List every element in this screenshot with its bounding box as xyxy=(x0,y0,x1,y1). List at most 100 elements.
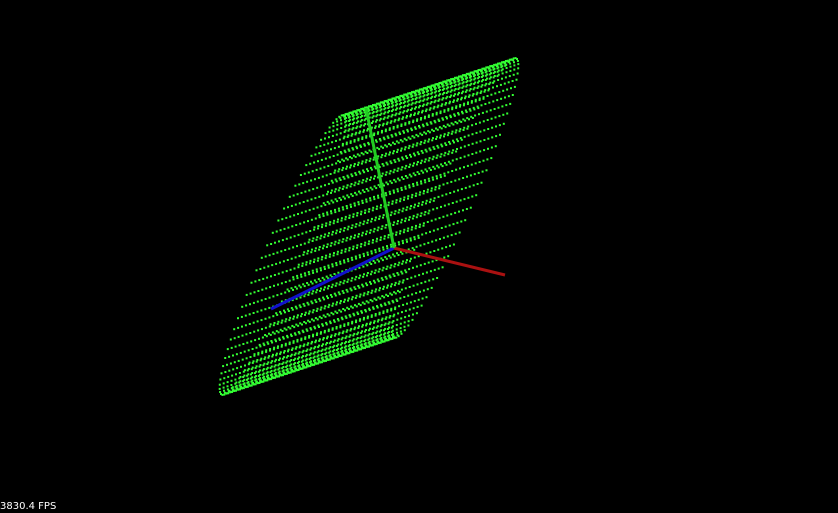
cloud-point xyxy=(361,202,364,204)
cloud-point xyxy=(354,288,357,290)
cloud-point xyxy=(360,210,363,213)
cloud-point xyxy=(393,265,396,268)
cloud-point xyxy=(353,236,356,239)
cloud-point xyxy=(480,104,483,107)
cloud-point xyxy=(403,228,406,231)
cloud-point xyxy=(423,179,426,182)
cloud-point xyxy=(322,314,325,317)
cloud-point xyxy=(456,78,459,81)
cloud-point xyxy=(248,323,251,325)
cloud-point xyxy=(293,235,296,238)
cloud-point xyxy=(249,303,251,306)
cloud-point xyxy=(394,306,397,309)
cloud-point xyxy=(224,371,227,373)
cloud-point xyxy=(492,81,495,84)
cloud-point xyxy=(454,76,456,79)
cloud-point xyxy=(264,298,267,300)
cloud-point xyxy=(328,255,331,258)
cloud-point xyxy=(449,244,451,247)
cloud-point xyxy=(389,266,392,269)
cloud-point xyxy=(332,313,335,316)
cloud-point xyxy=(298,332,301,335)
cloud-point xyxy=(310,198,313,201)
cloud-point xyxy=(389,243,392,246)
cloud-point xyxy=(323,331,326,334)
cloud-point xyxy=(483,90,486,93)
cloud-point xyxy=(298,356,301,359)
cloud-point xyxy=(408,122,411,125)
cloud-point xyxy=(502,89,505,92)
cloud-point xyxy=(344,250,347,253)
cloud-point xyxy=(415,224,417,227)
cloud-point xyxy=(378,166,381,168)
cloud-point xyxy=(430,92,433,95)
cloud-point xyxy=(336,311,339,314)
cloud-point xyxy=(347,297,350,300)
cloud-point xyxy=(413,300,416,303)
cloud-point xyxy=(363,316,365,319)
cloud-point xyxy=(341,290,344,293)
cloud-point xyxy=(512,59,515,62)
cloud-point xyxy=(467,134,470,137)
cloud-point xyxy=(393,255,396,258)
cloud-point xyxy=(419,290,421,293)
cloud-point xyxy=(246,385,249,388)
cloud-point xyxy=(344,125,347,128)
cloud-point xyxy=(359,304,362,307)
cloud-point xyxy=(368,160,371,162)
cloud-point xyxy=(271,355,274,358)
cloud-point xyxy=(297,263,300,266)
cloud-point xyxy=(429,230,431,233)
cloud-point xyxy=(359,120,362,123)
cloud-point xyxy=(456,140,459,143)
cloud-point xyxy=(316,259,319,262)
cloud-point xyxy=(384,107,387,110)
cloud-point xyxy=(481,75,483,78)
cloud-point xyxy=(390,102,393,105)
cloud-point xyxy=(264,379,267,382)
cloud-point xyxy=(291,299,294,302)
cloud-point xyxy=(360,152,363,155)
cloud-point xyxy=(353,139,356,141)
cloud-point xyxy=(252,321,255,324)
cloud-point xyxy=(373,297,376,300)
cloud-point xyxy=(422,224,425,227)
cloud-point xyxy=(314,341,317,344)
cloud-point xyxy=(385,123,388,126)
cloud-point xyxy=(262,368,265,371)
cloud-point xyxy=(381,295,384,298)
cloud-point xyxy=(367,242,370,245)
cloud-point xyxy=(293,370,296,373)
cloud-point xyxy=(376,113,379,116)
cloud-point xyxy=(321,348,324,351)
cloud-point xyxy=(361,283,364,286)
cloud-point xyxy=(400,125,403,127)
cloud-point xyxy=(280,344,283,347)
cloud-point xyxy=(312,207,315,210)
cloud-point xyxy=(321,361,323,364)
cloud-point xyxy=(378,249,381,252)
cloud-point xyxy=(383,302,386,305)
cloud-point xyxy=(343,131,346,133)
cloud-point xyxy=(285,318,288,321)
cloud-point xyxy=(321,276,324,279)
cloud-point xyxy=(327,190,329,193)
cloud-point xyxy=(339,300,342,302)
cloud-point xyxy=(404,309,407,312)
cloud-point xyxy=(351,113,354,116)
cloud-point xyxy=(300,191,303,194)
cloud-point xyxy=(265,368,268,371)
cloud-point xyxy=(367,341,370,344)
cloud-point xyxy=(344,121,347,124)
cloud-point xyxy=(328,223,331,226)
cloud-point xyxy=(396,222,399,225)
cloud-point xyxy=(456,98,459,101)
cloud-point xyxy=(504,96,506,99)
cloud-point xyxy=(287,350,289,353)
cloud-point xyxy=(332,302,335,305)
cloud-point xyxy=(343,298,346,301)
cloud-point xyxy=(361,199,364,202)
cloud-point xyxy=(403,196,406,199)
